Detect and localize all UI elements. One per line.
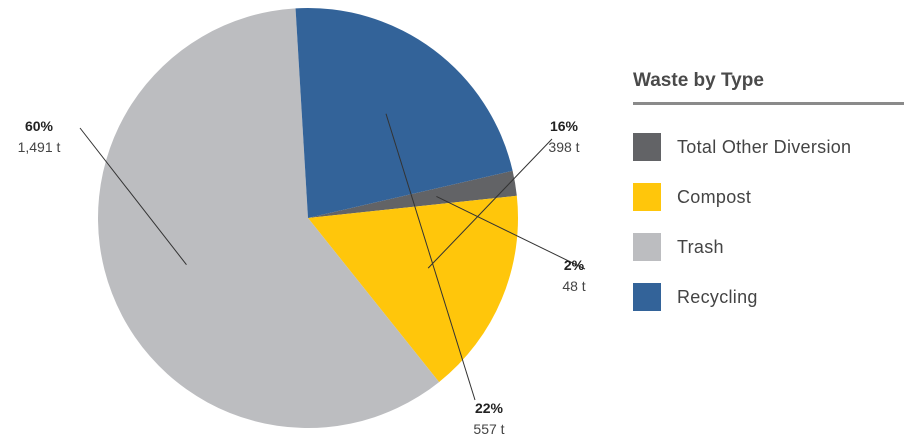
legend-label: Recycling [677,286,758,307]
legend-label: Total Other Diversion [677,136,852,157]
legend-item-total-other-diversion: Total Other Diversion [633,122,904,172]
slice-percent-label: 22% [475,400,504,416]
pie-chart: 2% 48 t 16% 398 t 60% 1,491 t 22% 557 t [18,7,586,437]
legend-item-trash: Trash [633,222,904,272]
legend-label: Trash [677,236,724,257]
legend-title: Waste by Type [633,70,904,105]
leader-line [436,195,586,270]
slice-percent-label: 60% [25,118,54,134]
legend-swatch [633,283,661,311]
legend-item-compost: Compost [633,172,904,222]
slice-value-label: 398 t [548,139,579,155]
legend-swatch [633,133,661,161]
leader-line [427,138,553,269]
slice-value-label: 557 t [473,421,504,437]
legend-swatch [633,183,661,211]
slice-percent-label: 2% [564,257,585,273]
slice-percent-label: 16% [550,118,579,134]
slice-value-label: 1,491 t [18,139,61,155]
legend-swatch [633,233,661,261]
pie-slice-trash [97,8,440,429]
pie-slice-compost [308,195,518,383]
legend-label: Compost [677,186,752,207]
pie-slice-total-other-diversion [308,170,517,218]
leader-line [385,113,476,401]
legend-item-recycling: Recycling [633,272,904,322]
leader-line [79,127,187,265]
legend: Waste by Type Total Other Diversion Comp… [633,70,904,322]
pie-slice-recycling [295,7,513,218]
slice-value-label: 48 t [562,278,585,294]
